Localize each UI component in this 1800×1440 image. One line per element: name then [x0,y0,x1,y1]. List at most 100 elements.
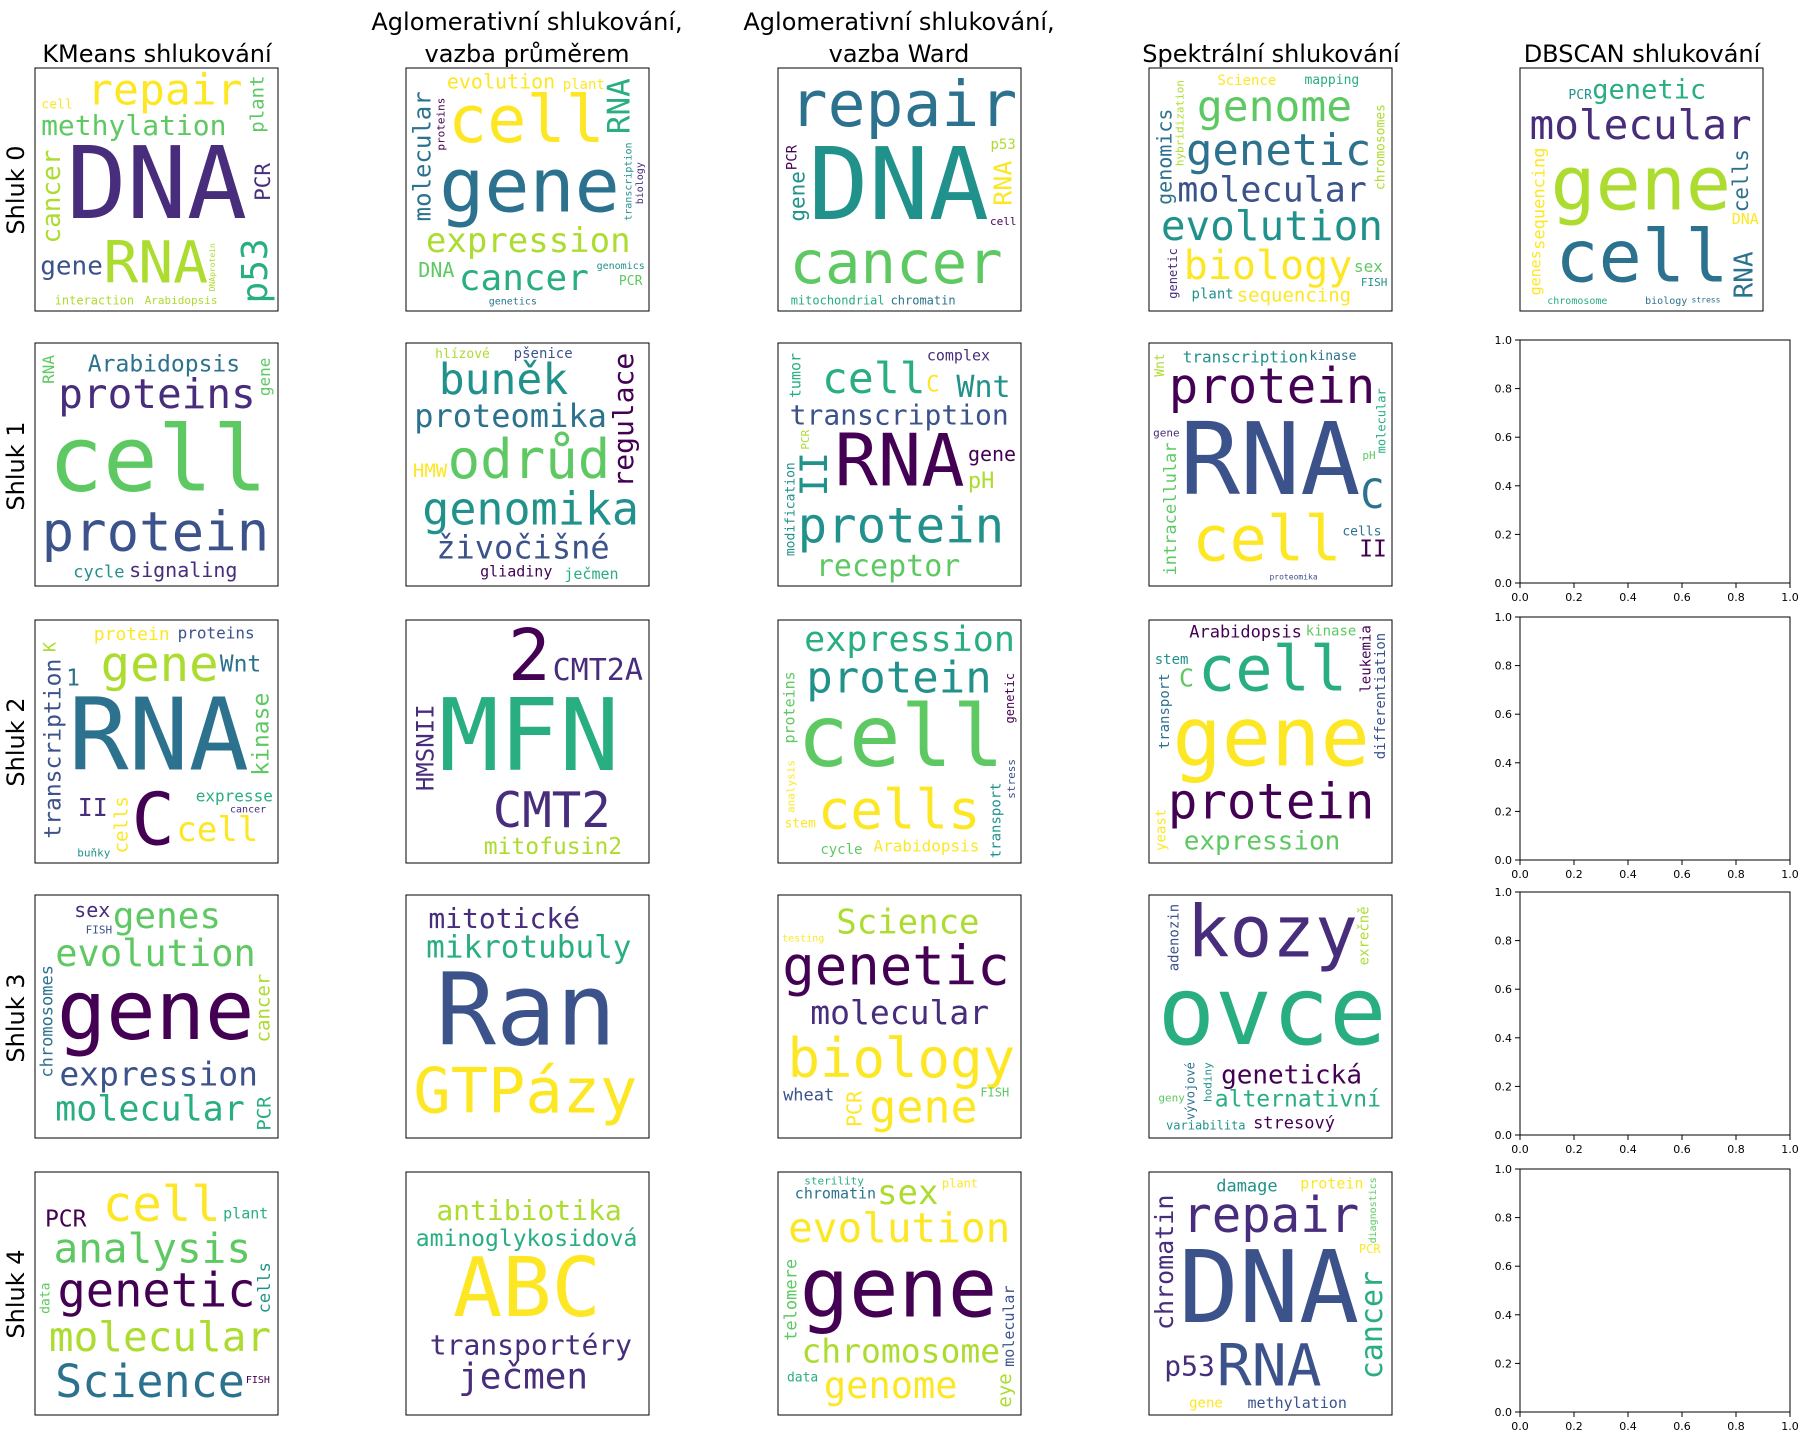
cloud-word: geny [1158,1091,1185,1104]
cloud-word: gene [40,251,103,281]
y-tick-label: 0.0 [1495,1129,1513,1142]
cloud-word: molecular [1530,101,1752,149]
cloud-word: cells [255,1262,275,1313]
cloud-word: PCR [253,1096,275,1131]
cloud-word: proteomika [414,397,607,435]
column-title: vazba průměrem [424,40,629,68]
cloud-word: cell [103,1176,221,1233]
y-tick-label: 0.0 [1495,854,1513,867]
cloud-word: plant [223,1204,268,1222]
cloud-word: protein [94,624,170,645]
cloud-word: buňky [77,846,110,859]
y-tick-label: 0.0 [1495,577,1513,590]
x-tick-label: 0.0 [1511,1143,1529,1156]
cloud-word: pH [1362,449,1375,462]
y-tick-label: 0.2 [1495,805,1513,818]
panel-frame [777,67,1022,312]
cloud-word: p53 [235,238,276,303]
cloud-word: C [131,777,174,861]
cloud-word: stresový [1253,1113,1335,1133]
cloud-word: differentiation [1373,633,1389,759]
y-tick-label: 0.8 [1495,935,1513,948]
cloud-word: CMT2 [493,782,611,839]
cloud-word: adenozin [1166,904,1182,971]
y-tick-label: 0.2 [1495,528,1513,541]
y-tick-label: 0.8 [1495,1212,1513,1225]
cloud-word: proteins [434,98,447,151]
cloud-word: cancer [790,228,1003,297]
cloud-word: regulace [607,353,640,488]
y-tick-label: 1.0 [1495,611,1513,624]
panel-frame [1148,67,1393,312]
cloud-word: receptor [816,549,961,584]
cloud-word: CMT2A [553,653,643,688]
cloud-word: kinase [1310,349,1357,364]
cloud-word: PCR [45,1206,87,1232]
cloud-word: genes [1526,250,1544,295]
cloud-word: ovce [1158,957,1387,1067]
cloud-word: Wnt [220,652,262,678]
column-title: KMeans shlukování [42,40,273,68]
cloud-word: alternativní [1215,1087,1381,1113]
cloud-word: mitofusin2 [484,834,622,860]
cloud-word: DNA [808,126,989,243]
cloud-word: DNAprotein [208,243,217,291]
x-tick-label: 0.2 [1565,868,1583,881]
x-tick-label: 0.6 [1673,868,1691,881]
cloud-word: buněk [439,355,569,405]
cloud-word: variabilita [1166,1118,1245,1132]
panel-frame [1519,67,1764,312]
cloud-word: plant [247,75,269,132]
cloud-word: molecular [1374,388,1388,453]
cloud-word: analysis [54,1224,251,1272]
cloud-word: genetic [58,1264,256,1319]
cloud-word: methylation [1248,1394,1347,1412]
cloud-word: RNA [1217,1331,1322,1399]
cloud-word: cancer [230,805,266,816]
cloud-word: DNA [66,125,247,242]
cloud-word: sex [877,1173,938,1213]
cloud-word: modification [784,462,799,556]
cloud-word: complex [927,347,990,365]
cloud-word: chromosomes [37,965,57,1078]
cloud-word: wheat [783,1085,834,1105]
y-tick-label: 0.4 [1495,480,1513,493]
cloud-word: Arabidopsis [1189,623,1302,643]
cloud-word: kozy [1187,891,1358,974]
cloud-word: sterility [804,1174,864,1187]
cloud-word: transcription [1183,347,1308,366]
row-label: Shluk 0 [2,145,30,234]
y-tick-label: 0.2 [1495,1080,1513,1093]
row-label: Shluk 1 [2,421,30,510]
panel-frame [405,619,650,864]
cloud-word: protein [42,500,270,563]
cloud-word: transcription [623,142,634,220]
cloud-word: živočišné [436,528,609,566]
panel-frame [405,894,650,1139]
cloud-word: stress [1692,296,1721,305]
cloud-word: gene [101,636,219,693]
cloud-word: expression [1184,826,1341,856]
cloud-word: molecular [810,993,989,1032]
cloud-word: cells [111,796,133,853]
panel-frame [405,67,650,312]
cloud-word: transport [988,782,1004,858]
cloud-word: PCR [1568,88,1592,103]
cloud-word: sequencing [1237,285,1351,307]
panel-frame [1148,342,1393,587]
cloud-word: expresse [196,786,273,805]
y-tick-label: 0.6 [1495,1260,1513,1273]
cloud-word: repair [87,66,242,116]
cloud-word: Science [1217,73,1276,89]
cloud-word: genetic [1003,673,1017,724]
cloud-word: kinase [249,693,275,776]
cloud-word: biology [1184,243,1353,289]
x-tick-label: 0.0 [1511,1420,1529,1433]
cloud-word: cell [1192,502,1341,575]
panel-frame [777,619,1022,864]
cloud-word: damage [1216,1176,1277,1196]
